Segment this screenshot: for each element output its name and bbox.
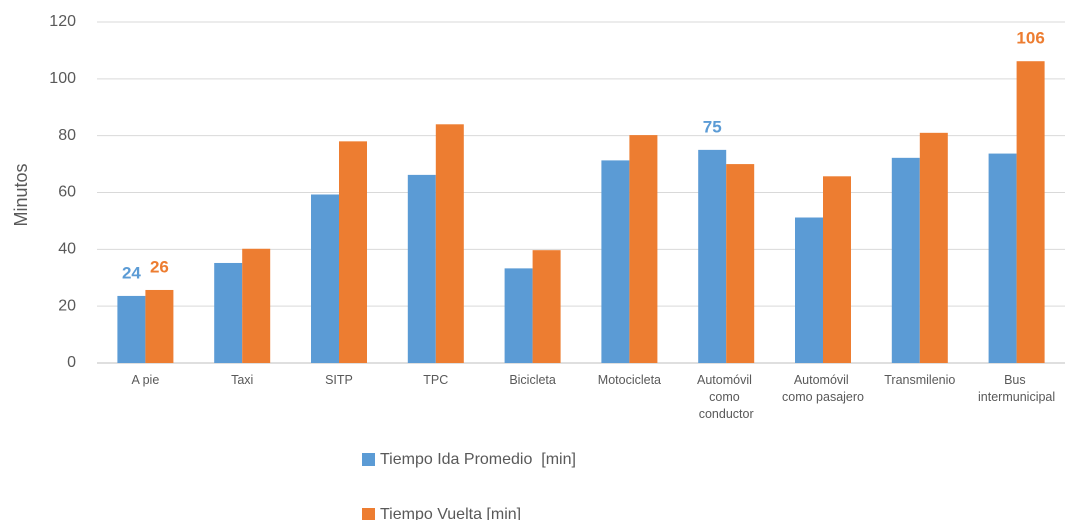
y-tick-label: 20: [58, 297, 76, 314]
bar: [988, 153, 1017, 363]
data-label: 24: [122, 263, 141, 282]
legend-label: Tiempo Ida Promedio [min]: [380, 451, 576, 468]
bar: [311, 194, 339, 363]
x-tick-label: Motocicleta: [598, 373, 661, 387]
bar: [339, 141, 367, 363]
x-tick-label: Automóvil como conductor: [697, 373, 755, 421]
bar: [601, 160, 630, 363]
x-tick-label: Automóvil como pasajero: [782, 373, 864, 404]
bar: [795, 217, 823, 363]
x-tick-label: A pie: [131, 373, 159, 387]
bar: [891, 157, 920, 363]
bar: [919, 132, 948, 363]
bar: [532, 250, 561, 363]
x-tick-label: Bicicleta: [509, 373, 556, 387]
y-tick-label: 60: [58, 184, 76, 201]
bar: [145, 289, 174, 363]
x-tick-label: SITP: [325, 373, 353, 387]
data-label: 106: [1016, 29, 1044, 48]
y-tick-label: 0: [67, 354, 76, 371]
bar: [629, 135, 658, 363]
y-tick-label: 120: [49, 13, 76, 30]
legend-label: Tiempo Vuelta [min]: [380, 506, 521, 520]
bar: [117, 295, 146, 363]
bar: [698, 149, 727, 363]
y-tick-label: 100: [49, 70, 76, 87]
bar: [407, 174, 436, 363]
bar: [214, 262, 243, 363]
data-label: 26: [150, 257, 169, 276]
y-axis-title: Minutos: [11, 163, 31, 226]
y-tick-label: 80: [58, 127, 76, 144]
data-label: 75: [703, 117, 722, 136]
bar: [504, 268, 533, 363]
y-tick-label: 40: [58, 241, 76, 258]
x-tick-label: TPC: [423, 373, 448, 387]
legend-swatch: [362, 453, 375, 466]
legend-swatch: [362, 508, 375, 521]
x-tick-label: Bus intermunicipal: [978, 373, 1055, 404]
bar: [823, 176, 851, 363]
bar: [435, 124, 464, 363]
bar: [726, 164, 755, 363]
bar: [242, 248, 271, 363]
x-tick-label: Transmilenio: [884, 373, 955, 387]
bar: [1016, 61, 1045, 364]
x-tick-label: Taxi: [231, 373, 253, 387]
